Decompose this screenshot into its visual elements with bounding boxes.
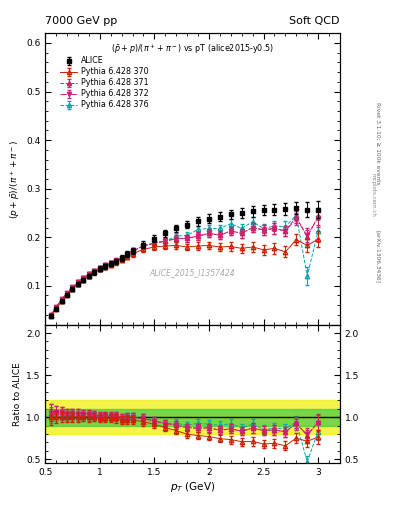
Text: [arXiv:1306.3436]: [arXiv:1306.3436] xyxy=(375,229,380,283)
X-axis label: $p_T$ (GeV): $p_T$ (GeV) xyxy=(170,480,215,494)
Text: 7000 GeV pp: 7000 GeV pp xyxy=(45,15,118,26)
Y-axis label: Ratio to ALICE: Ratio to ALICE xyxy=(13,362,22,426)
Text: Soft QCD: Soft QCD xyxy=(290,15,340,26)
Text: Rivet 3.1.10; ≥ 100k events: Rivet 3.1.10; ≥ 100k events xyxy=(375,102,380,185)
Y-axis label: $(p + \bar{p})/(\pi^+ + \pi^-)$: $(p + \bar{p})/(\pi^+ + \pi^-)$ xyxy=(8,139,22,219)
Legend: ALICE, Pythia 6.428 370, Pythia 6.428 371, Pythia 6.428 372, Pythia 6.428 376: ALICE, Pythia 6.428 370, Pythia 6.428 37… xyxy=(58,55,151,111)
Text: ALICE_2015_I1357424: ALICE_2015_I1357424 xyxy=(150,268,235,276)
Text: $(\bar{p}+p)/(\pi^++\pi^-)$ vs pT (alice2015-y0.5): $(\bar{p}+p)/(\pi^++\pi^-)$ vs pT (alice… xyxy=(111,42,274,56)
Text: mcplots.cern.ch: mcplots.cern.ch xyxy=(371,173,376,217)
